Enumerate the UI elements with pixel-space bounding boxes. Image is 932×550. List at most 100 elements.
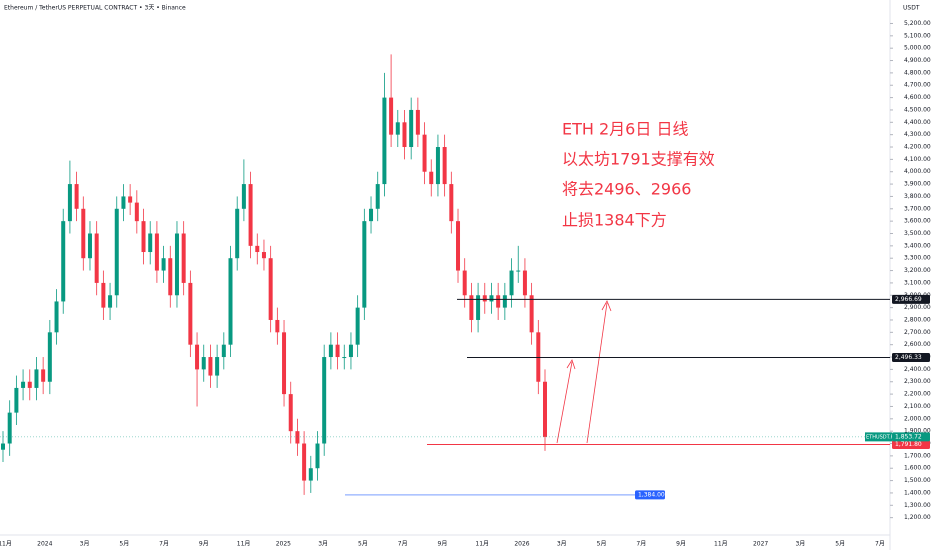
y-tick-label: 1,400.00 — [904, 489, 931, 496]
candle-body — [442, 147, 447, 185]
candle-body — [268, 258, 273, 320]
x-tick-label: 2025 — [276, 541, 291, 548]
y-tick-label: 4,800.00 — [904, 69, 931, 76]
y-tick-label: 4,300.00 — [904, 131, 931, 138]
candle-body — [21, 381, 26, 388]
candle-body — [1, 443, 5, 450]
y-tick-label: 1,700.00 — [904, 452, 931, 459]
annotation: 止损1384下方 — [562, 211, 667, 230]
x-tick-label: 11月 — [237, 541, 251, 548]
arrow-head — [566, 359, 576, 370]
candle-body — [462, 270, 467, 296]
y-tick-label: 3,100.00 — [904, 279, 931, 286]
y-tick-label: 3,200.00 — [904, 267, 931, 274]
candle-body — [322, 357, 327, 444]
candle-body — [201, 357, 206, 370]
y-tick-label: 2,000.00 — [904, 415, 931, 422]
candle-body — [208, 357, 213, 376]
y-tick-label: 1,500.00 — [904, 477, 931, 484]
candle-body — [328, 344, 333, 358]
candle-body — [543, 381, 547, 437]
candle-body — [174, 233, 179, 296]
y-tick-label: 4,400.00 — [904, 119, 931, 126]
arrow-head — [601, 300, 612, 312]
y-tick-label: 5,100.00 — [904, 32, 931, 39]
candle-body — [389, 97, 394, 135]
y-tick-label: 3,600.00 — [904, 218, 931, 225]
y-tick-label: 4,100.00 — [904, 156, 931, 163]
candle-body — [235, 208, 240, 259]
candle-body — [522, 270, 527, 296]
candle-body — [516, 270, 521, 272]
candle-body — [47, 332, 52, 382]
level-label: 1,791.80 — [895, 441, 922, 448]
candle-body — [502, 295, 507, 308]
y-tick-label: 5,000.00 — [904, 45, 931, 52]
candle-body — [469, 295, 474, 320]
candle-body — [221, 344, 226, 358]
x-tick-label: 5月 — [119, 541, 129, 548]
candle-body — [375, 184, 380, 209]
candle-body — [195, 344, 200, 370]
x-tick-label: 11月 — [714, 541, 728, 548]
level-label: 2,966.69 — [895, 296, 922, 303]
candle-body — [74, 184, 79, 209]
candle-body — [282, 332, 287, 395]
candle-body — [295, 431, 300, 444]
y-tick-label: 5,200.00 — [904, 20, 931, 27]
candle-body — [87, 233, 92, 259]
y-tick-label: 1,900.00 — [904, 428, 931, 435]
candle-body — [382, 97, 387, 185]
candle-body — [409, 109, 414, 148]
candle-body — [108, 295, 113, 308]
arrow — [556, 361, 573, 444]
y-tick-label: 1,600.00 — [904, 465, 931, 472]
candle-body — [134, 202, 139, 222]
candle-body — [529, 295, 534, 333]
candle-body — [288, 394, 293, 432]
candle-body — [228, 258, 233, 345]
candle-body — [456, 221, 461, 271]
candle-body — [402, 122, 407, 148]
candle-body — [302, 443, 307, 481]
header: Ethereum / TetherUS PERPETUAL CONTRACT •… — [4, 5, 186, 12]
level-label: 2,496.33 — [895, 354, 922, 361]
level-tag — [892, 352, 930, 362]
candle-body — [489, 295, 494, 302]
candle-body — [509, 270, 514, 296]
candle-body — [41, 369, 46, 382]
y-tick-label: 4,000.00 — [904, 168, 931, 175]
candle-body — [7, 412, 12, 444]
x-tick-label: 11月 — [475, 541, 489, 548]
arrows — [556, 300, 612, 444]
y-tick-label: 3,900.00 — [904, 181, 931, 188]
y-tick-label: 2,200.00 — [904, 391, 931, 398]
x-tick-label: 5月 — [358, 541, 368, 548]
candle-body — [369, 208, 374, 222]
x-tick-label: 3月 — [318, 541, 328, 548]
candle-body — [261, 252, 266, 259]
y-tick-label: 3,400.00 — [904, 242, 931, 249]
candle-body — [128, 196, 133, 203]
level-tag — [892, 294, 930, 304]
y-tick-label: 3,800.00 — [904, 193, 931, 200]
candle-body — [422, 134, 427, 172]
candle-body — [362, 221, 367, 308]
price-label: 1,853.72 — [895, 433, 922, 440]
candle-body — [248, 184, 253, 246]
candle-body — [114, 208, 119, 296]
level-label: 1,384.00 — [638, 491, 665, 498]
candle-body — [81, 208, 86, 259]
x-tick-label: 9月 — [199, 541, 209, 548]
y-tick-label: 2,400.00 — [904, 366, 931, 373]
symbol-tag — [865, 432, 892, 442]
candle-body — [429, 171, 434, 185]
candle-body — [154, 233, 159, 271]
candle-body — [308, 468, 313, 481]
y-tick-label: 2,700.00 — [904, 329, 931, 336]
symbol-label: ETHUSDT.P — [866, 434, 894, 440]
y-tick-label: 2,300.00 — [904, 378, 931, 385]
candle-body — [94, 233, 99, 283]
candle-body — [161, 258, 166, 271]
